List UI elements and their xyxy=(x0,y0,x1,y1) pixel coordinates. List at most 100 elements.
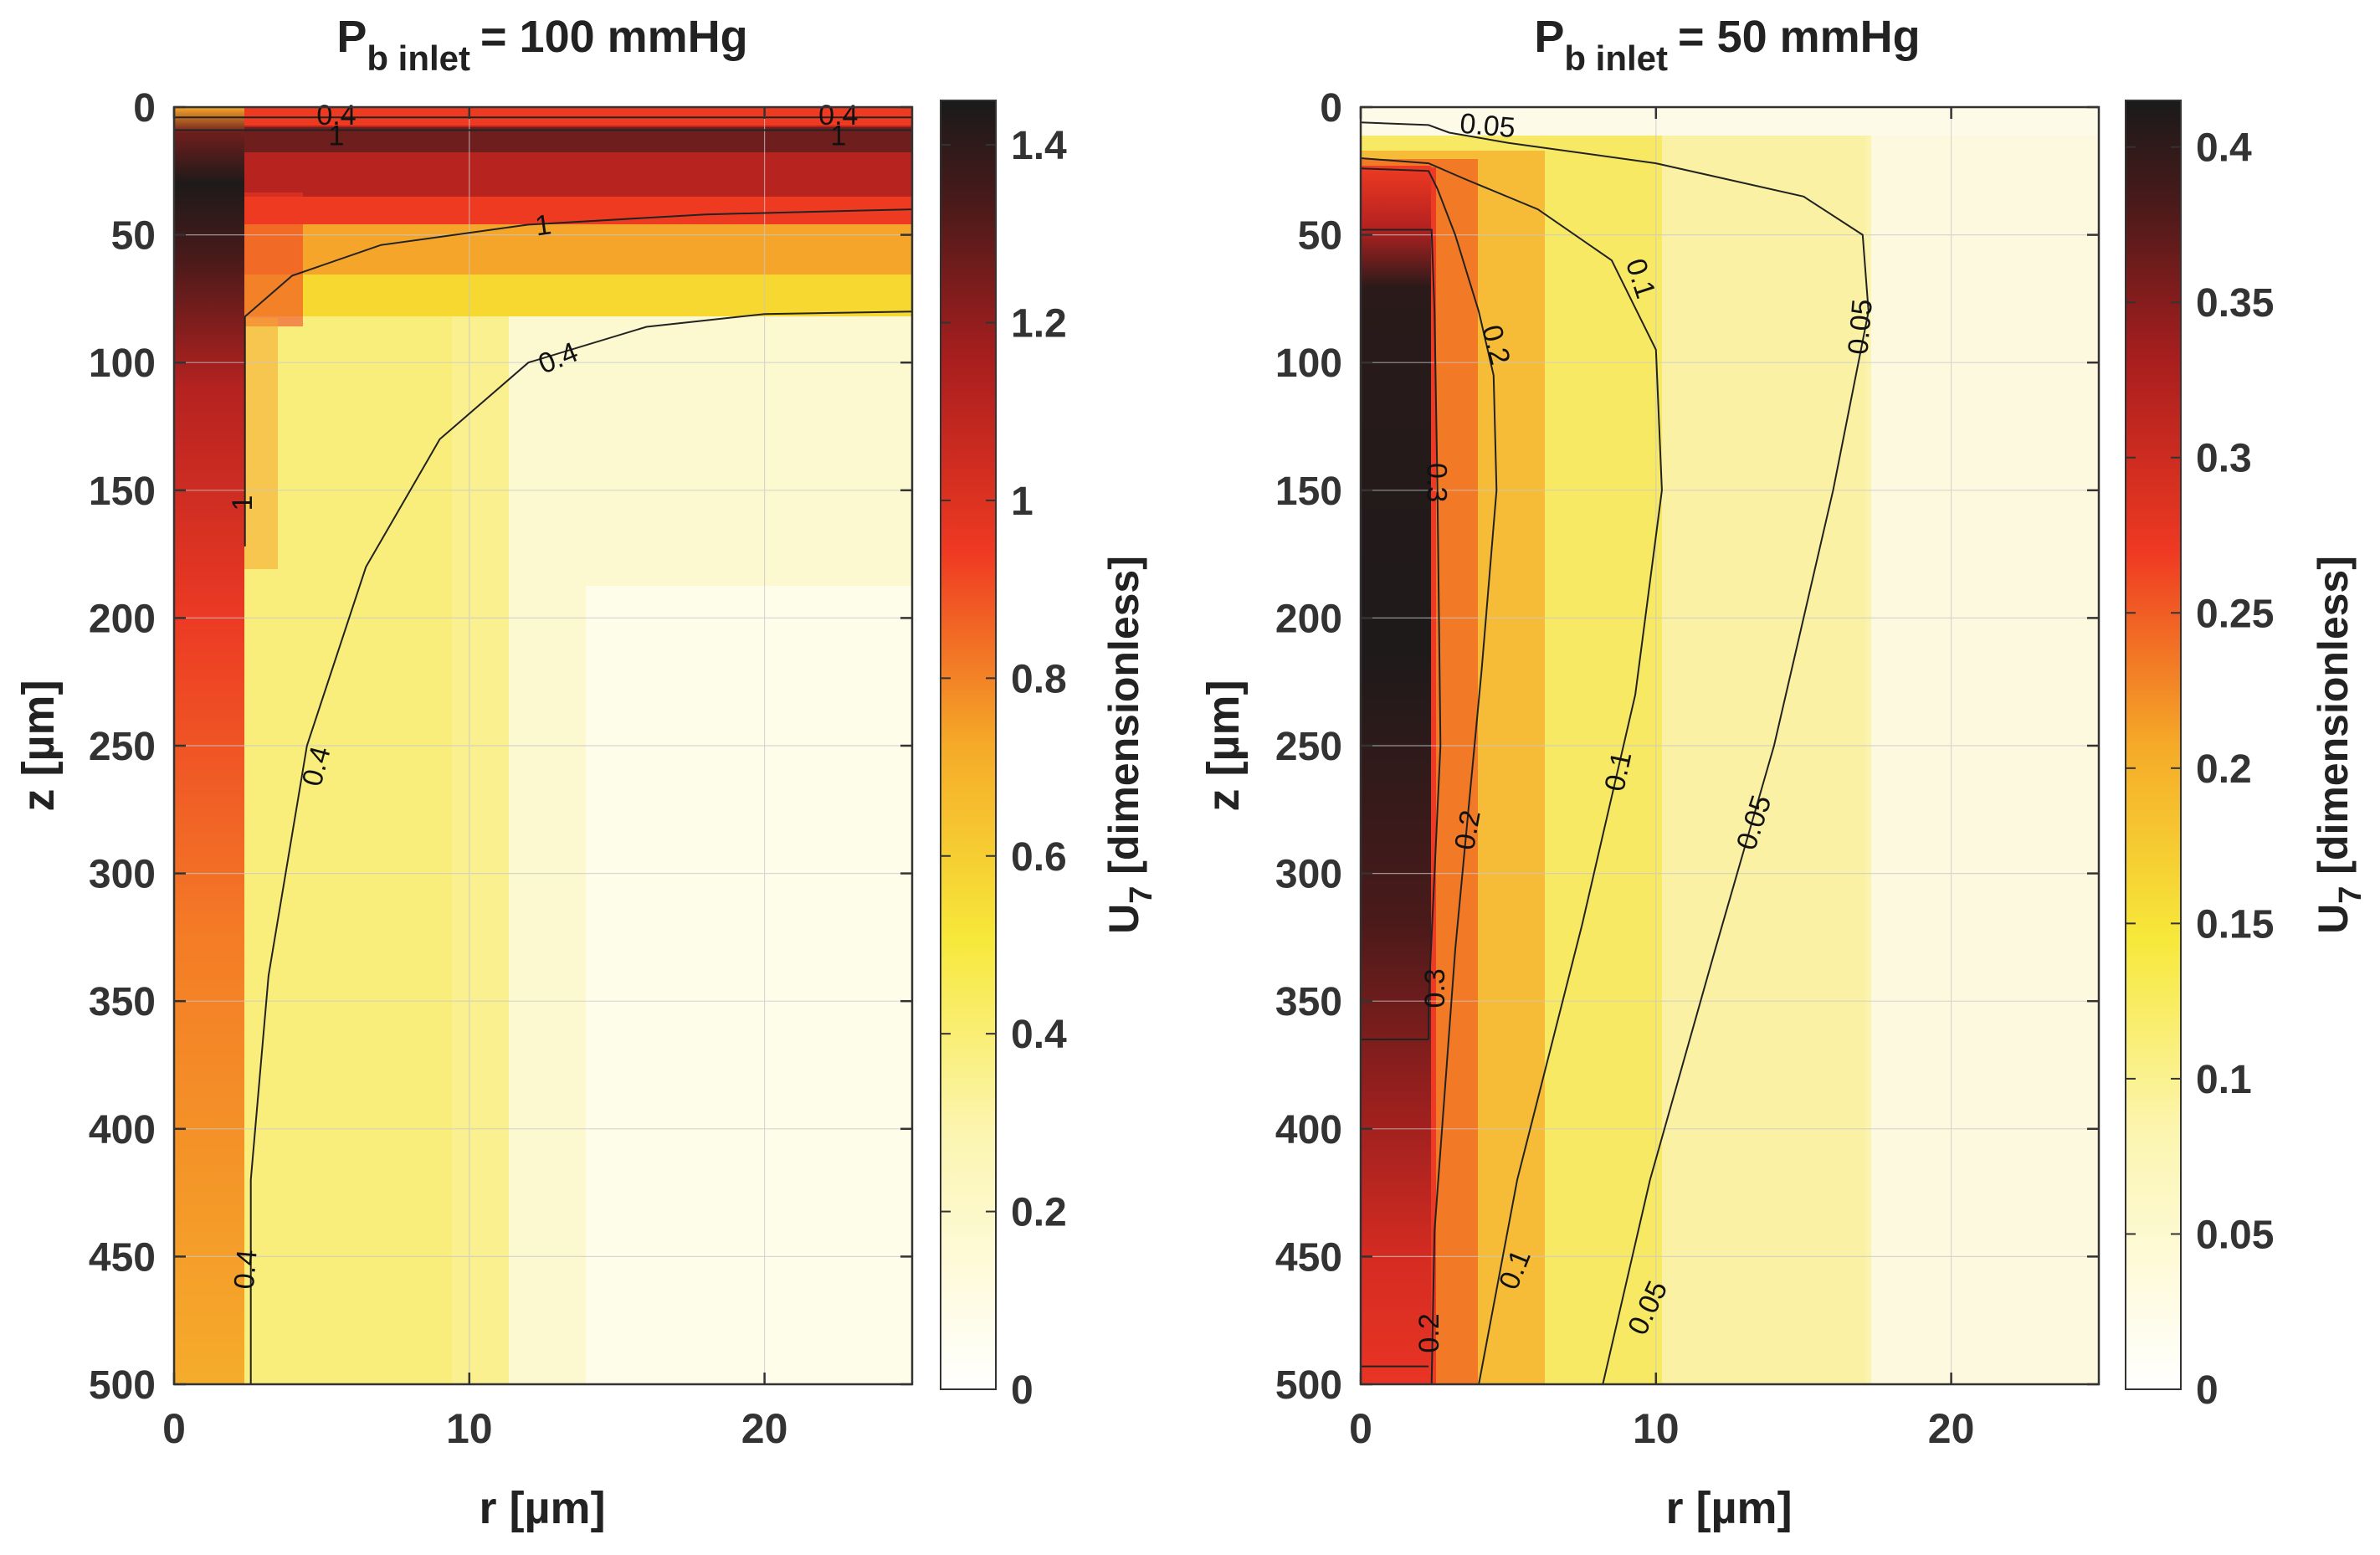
contour-label-text: 0.4 xyxy=(316,100,356,131)
y-tick-label: 300 xyxy=(1275,853,1342,897)
contour-label: 1 xyxy=(329,121,345,152)
contour-label-text: 1 xyxy=(329,121,345,152)
left-x-axis-label: r [µm] xyxy=(479,1483,605,1533)
contour-label-text: 0.4 xyxy=(818,100,858,131)
left-heatmap-panel: Pb inlet = 100 mmHg xyxy=(13,12,1159,1533)
y-tick-label: 50 xyxy=(111,214,156,259)
y-tick-label: 250 xyxy=(89,725,156,769)
right-y-ticks: 0 50 100 150 200 250 300 350 400 450 500 xyxy=(1275,86,2099,1408)
colorbar-tick-label: 1.4 xyxy=(1011,124,1067,168)
contour-label-text: 0.2 xyxy=(1413,1313,1445,1352)
colorbar-tick-label: 0.2 xyxy=(1011,1191,1067,1235)
colorbar-tick-label: 0.3 xyxy=(2196,437,2252,481)
y-tick-label: 200 xyxy=(1275,597,1342,641)
contour-label-text: 0.2 xyxy=(1449,808,1487,852)
y-tick-label: 400 xyxy=(89,1108,156,1152)
right-grid xyxy=(1361,107,2099,1384)
y-tick-label: 100 xyxy=(89,341,156,386)
x-tick-label: 20 xyxy=(741,1405,788,1452)
right-colorbar-label: U7 [dimensionless] xyxy=(2310,556,2368,934)
right-heatmap-panel: Pb inlet = 50 mmHg xyxy=(1198,12,2368,1533)
contour-label: 0.2 xyxy=(1413,1313,1445,1352)
x-tick-label: 0 xyxy=(162,1405,186,1452)
contour-label-text: 0.05 xyxy=(1459,108,1516,145)
y-tick-label: 250 xyxy=(1275,725,1342,769)
colorbar-tick-label: 0.2 xyxy=(2196,747,2252,792)
contour-line-0_1 xyxy=(1360,157,1663,1385)
y-tick-label: 50 xyxy=(1298,214,1342,259)
contour-label: 0.05 xyxy=(1842,298,1879,356)
contour-label-text: 0.4 xyxy=(228,1249,264,1291)
left-y-ticks: 0 50 100 150 200 250 300 350 400 450 500 xyxy=(89,86,912,1408)
y-tick-label: 0 xyxy=(133,86,156,131)
y-tick-label: 150 xyxy=(89,470,156,514)
contour-label: 0.3 xyxy=(1421,463,1453,502)
right-y-axis-label: z [µm] xyxy=(1198,680,1249,811)
left-grid xyxy=(174,107,912,1384)
x-tick-label: 10 xyxy=(1633,1405,1680,1452)
colorbar-tick-label: 0.4 xyxy=(1011,1013,1067,1057)
contour-label-text: 0.05 xyxy=(1842,298,1879,356)
left-colorbar-ticks: 0 0.2 0.4 0.6 0.8 1 1.2 1.4 xyxy=(941,124,1067,1413)
left-x-ticks: 0 10 20 xyxy=(162,107,787,1452)
contour-label-text: 1 xyxy=(227,495,259,511)
contour-line-1 xyxy=(244,208,913,547)
colorbar-tick-label: 0 xyxy=(1011,1368,1034,1413)
left-colorbar-label: U7 [dimensionless] xyxy=(1100,556,1159,934)
contour-label: 0.4 xyxy=(228,1249,264,1291)
y-tick-label: 400 xyxy=(1275,1108,1342,1152)
colorbar-tick-label: 0 xyxy=(2196,1368,2218,1413)
x-tick-label: 10 xyxy=(446,1405,493,1452)
y-tick-label: 450 xyxy=(89,1235,156,1280)
contour-label: 0.4 xyxy=(818,100,858,131)
contour-label-text: 0.3 xyxy=(1419,968,1451,1008)
colorbar-tick-label: 1.2 xyxy=(1011,302,1067,346)
contour-label-text: 1 xyxy=(830,121,846,152)
y-tick-label: 500 xyxy=(89,1363,156,1408)
x-tick-label: 20 xyxy=(1928,1405,1975,1452)
contour-label: 1 xyxy=(227,495,259,511)
colorbar-tick-label: 0.15 xyxy=(2196,902,2274,947)
right-colorbar xyxy=(2125,100,2182,1390)
left-y-axis-label: z [µm] xyxy=(13,680,64,811)
left-title: Pb inlet = 100 mmHg xyxy=(336,12,747,78)
right-vessel-strip xyxy=(1361,166,1431,1384)
right-colorbar-ticks: 0 0.05 0.1 0.15 0.2 0.25 0.3 0.35 0.4 xyxy=(2126,126,2274,1413)
colorbar-tick-label: 0.6 xyxy=(1011,835,1067,880)
colorbar-tick-label: 0.1 xyxy=(2196,1058,2252,1102)
colorbar-tick-label: 0.4 xyxy=(2196,126,2252,171)
y-tick-label: 150 xyxy=(1275,470,1342,514)
colorbar-tick-label: 0.8 xyxy=(1011,657,1067,701)
left-field-far xyxy=(586,586,912,1384)
colorbar-tick-label: 0.25 xyxy=(2196,592,2274,636)
right-top-pale xyxy=(1361,107,2099,136)
y-tick-label: 350 xyxy=(89,980,156,1024)
y-tick-label: 0 xyxy=(1320,86,1342,131)
contour-line-0_3 xyxy=(1361,228,1442,1039)
contour-line-0_4 xyxy=(249,310,913,1384)
colorbar-tick-label: 0.05 xyxy=(2196,1213,2274,1257)
y-tick-label: 450 xyxy=(1275,1235,1342,1280)
colorbar-tick-label: 0.35 xyxy=(2196,281,2274,326)
left-vessel-glow xyxy=(244,192,303,326)
contour-label: 0.05 xyxy=(1459,108,1516,145)
y-tick-label: 500 xyxy=(1275,1363,1342,1408)
contour-line-0_05 xyxy=(1360,121,1870,1385)
x-tick-label: 0 xyxy=(1349,1405,1372,1452)
contour-label: 0.2 xyxy=(1449,808,1487,852)
contour-label: 0.4 xyxy=(316,100,356,131)
y-tick-label: 200 xyxy=(89,597,156,641)
y-tick-label: 350 xyxy=(1275,980,1342,1024)
left-vessel-glow-2 xyxy=(244,318,278,569)
contour-label: 1 xyxy=(830,121,846,152)
right-x-axis-label: r [µm] xyxy=(1665,1483,1792,1533)
left-colorbar xyxy=(940,100,997,1390)
y-tick-label: 300 xyxy=(89,853,156,897)
y-tick-label: 100 xyxy=(1275,341,1342,386)
contour-label: 0.3 xyxy=(1419,968,1451,1008)
right-title: Pb inlet = 50 mmHg xyxy=(1534,12,1920,78)
right-x-ticks: 0 10 20 xyxy=(1349,107,1974,1452)
contour-line-0_2 xyxy=(1360,167,1498,1385)
contour-label-text: 0.3 xyxy=(1421,463,1453,502)
